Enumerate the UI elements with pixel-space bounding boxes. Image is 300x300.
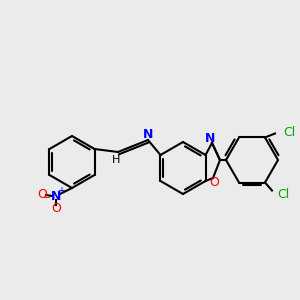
Text: Cl: Cl	[277, 188, 289, 201]
Text: N: N	[143, 128, 153, 142]
Text: O: O	[209, 176, 219, 190]
Text: Cl: Cl	[283, 126, 295, 139]
Text: H: H	[112, 155, 120, 165]
Text: O: O	[37, 188, 47, 202]
Text: +: +	[57, 186, 65, 196]
Text: N: N	[205, 131, 215, 145]
Text: O: O	[51, 202, 61, 215]
Text: N: N	[51, 190, 61, 202]
Text: −: −	[43, 193, 51, 203]
